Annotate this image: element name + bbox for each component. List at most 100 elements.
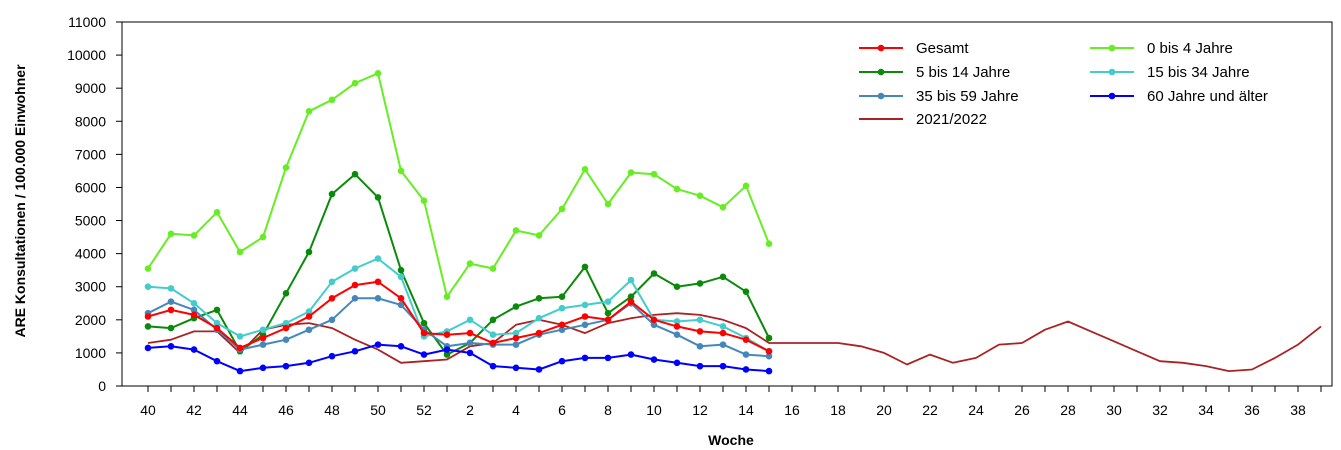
legend-entry: 2021/2022 — [859, 111, 987, 128]
legend-swatch-marker — [877, 44, 885, 52]
y-tick-label: 9000 — [75, 80, 106, 96]
data-point — [558, 293, 566, 300]
data-point — [328, 316, 336, 324]
data-point — [374, 194, 382, 201]
legend-label: 15 bis 34 Jahre — [1147, 64, 1250, 81]
legend-swatch-marker — [877, 92, 885, 100]
data-point — [581, 263, 589, 271]
data-point — [742, 366, 750, 373]
x-tick-label: 16 — [784, 402, 800, 418]
data-point — [765, 352, 773, 360]
data-point — [512, 334, 520, 342]
data-point — [719, 341, 727, 348]
x-axis-title: Woche — [708, 432, 754, 448]
data-point — [558, 326, 566, 334]
data-point — [213, 357, 221, 365]
data-point — [420, 351, 428, 358]
x-tick-label: 32 — [1152, 402, 1168, 418]
data-point — [650, 321, 658, 329]
data-point — [512, 329, 520, 337]
x-tick-label: 10 — [646, 402, 662, 418]
x-tick-label: 12 — [692, 402, 708, 418]
data-point — [765, 240, 773, 248]
data-point — [167, 324, 175, 332]
data-point — [259, 233, 267, 241]
data-point — [673, 283, 681, 291]
series-line — [147, 280, 770, 353]
data-point — [397, 273, 405, 281]
data-point — [305, 313, 313, 320]
data-point — [236, 367, 244, 375]
data-point — [535, 366, 543, 373]
data-point — [512, 341, 520, 348]
y-tick-label: 7000 — [75, 146, 106, 162]
data-point — [282, 290, 290, 297]
data-point — [466, 349, 474, 357]
y-tick-label: 10000 — [67, 47, 106, 63]
data-point — [443, 346, 451, 353]
data-point — [328, 352, 336, 360]
y-tick-label: 2000 — [75, 312, 106, 328]
data-point — [328, 190, 336, 198]
data-point — [650, 356, 658, 363]
x-tick-label: 48 — [324, 402, 340, 418]
data-point — [282, 336, 290, 343]
legend: Gesamt 0 bis 4 Jahre 5 bis 14 Jahre 15 bis … — [859, 40, 1268, 128]
data-point — [328, 295, 336, 302]
y-axis-title: ARE Konsultationen / 100.000 Einwohner — [12, 64, 28, 338]
data-point — [282, 319, 290, 327]
data-point — [696, 192, 704, 200]
data-point — [259, 341, 267, 348]
data-point — [397, 266, 405, 274]
series-60-jahre-und-lter — [144, 341, 773, 375]
data-point — [144, 283, 152, 291]
data-point — [144, 344, 152, 352]
series-gesamt — [144, 278, 773, 355]
data-point — [558, 304, 566, 312]
data-point — [627, 351, 635, 358]
data-point — [696, 362, 704, 370]
data-point — [512, 303, 520, 310]
series-line — [147, 312, 1322, 373]
data-point — [535, 314, 543, 322]
y-tick-label: 3000 — [75, 279, 106, 295]
data-point — [673, 331, 681, 339]
data-point — [489, 362, 497, 370]
data-point — [489, 339, 497, 347]
x-tick-label: 42 — [186, 402, 202, 418]
data-point — [696, 316, 704, 324]
data-point — [282, 324, 290, 332]
x-tick-label: 22 — [922, 402, 938, 418]
data-point — [719, 329, 727, 337]
data-point — [581, 354, 589, 362]
y-tick-label: 11000 — [68, 14, 106, 30]
data-point — [466, 260, 474, 267]
x-tick-label: 36 — [1244, 402, 1260, 418]
data-point — [167, 306, 175, 314]
data-point — [167, 230, 175, 238]
y-tick-label: 4000 — [75, 246, 106, 262]
axis-ticks: 0100020003000400050006000700080009000100… — [67, 14, 1322, 418]
data-point — [443, 331, 451, 339]
data-point — [351, 295, 359, 302]
data-point — [627, 293, 635, 300]
data-point — [650, 270, 658, 277]
data-point — [259, 334, 267, 342]
series-layer — [144, 69, 1322, 375]
y-tick-label: 8000 — [75, 113, 106, 129]
data-point — [535, 295, 543, 302]
data-point — [328, 96, 336, 104]
legend-label: Gesamt — [916, 40, 969, 57]
data-point — [650, 170, 658, 178]
data-point — [443, 351, 451, 358]
data-point — [581, 313, 589, 320]
data-point — [558, 205, 566, 213]
data-point — [673, 359, 681, 367]
data-point — [305, 108, 313, 115]
data-point — [558, 321, 566, 329]
data-point — [351, 281, 359, 289]
legend-entry: 0 bis 4 Jahre — [1090, 40, 1233, 57]
series-line — [147, 343, 770, 373]
data-point — [765, 334, 773, 342]
series-5-bis-14-jahre — [144, 170, 773, 358]
